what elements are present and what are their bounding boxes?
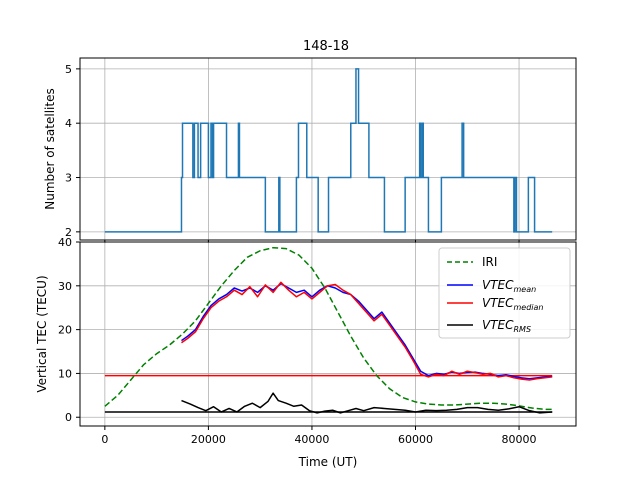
top-series-line-0: [104, 68, 553, 233]
series-line-VTEC_median: [181, 281, 553, 381]
bottom-xlabel: Time (UT): [298, 455, 358, 469]
legend: IRI VTECmean VTECmedian VTECRMS: [438, 247, 571, 339]
legend-label-mean: VTECmean: [482, 278, 536, 294]
bottom-ylabel: Vertical TEC (TECU): [35, 275, 49, 392]
bottom-xtick-label: 0: [101, 433, 108, 446]
bottom-ytick-label: 30: [58, 280, 72, 293]
legend-label-mean-main: VTEC: [482, 278, 514, 292]
legend-label-mean-sub: mean: [514, 285, 537, 294]
bottom-xtick-label: 80000: [502, 433, 537, 446]
bottom-ytick-label: 10: [58, 367, 72, 380]
top-plot-area: [104, 68, 553, 233]
bottom-xtick-label: 60000: [398, 433, 433, 446]
bottom-axes: 0 20000 40000 60000 80000 0 10 20 30 40 Time (UT)…: [35, 236, 577, 469]
top-ticks: 2 3 4 5: [65, 63, 520, 243]
bottom-xtick-label: 20000: [191, 433, 226, 446]
top-ytick-label: 2: [65, 226, 72, 239]
bottom-plot-area: [104, 246, 553, 414]
bottom-ytick-label: 20: [58, 324, 72, 337]
series-line-VTEC_mean: [181, 282, 553, 380]
legend-label-median-main: VTEC: [482, 296, 514, 310]
series-line-VTEC_RMS: [181, 392, 553, 414]
legend-label-rms: VTECRMS: [482, 318, 531, 334]
bottom-xtick-label: 40000: [294, 433, 329, 446]
legend-label-median: VTECmedian: [482, 296, 544, 312]
top-ytick-label: 5: [65, 63, 72, 76]
legend-label-median-sub: median: [514, 303, 544, 312]
top-ytick-label: 4: [65, 117, 72, 130]
bottom-ytick-label: 0: [65, 411, 72, 424]
top-axes-frame: [79, 57, 577, 241]
series-line-IRI: [104, 246, 553, 411]
legend-label-rms-main: VTEC: [482, 318, 514, 332]
top-ylabel: Number of satellites: [43, 88, 57, 209]
legend-label-iri: IRI: [482, 255, 497, 269]
top-ytick-label: 3: [65, 172, 72, 185]
legend-label-rms-sub: RMS: [514, 325, 532, 334]
chart-title: 148-18: [303, 39, 349, 54]
legend-box: [438, 247, 571, 339]
bottom-ticks: 0 20000 40000 60000 80000 0 10 20 30 40: [58, 236, 537, 446]
top-axes: 2 3 4 5 Number of satellites: [43, 57, 577, 243]
bottom-ytick-label: 40: [58, 236, 72, 249]
bottom-axes-frame: [79, 241, 577, 427]
